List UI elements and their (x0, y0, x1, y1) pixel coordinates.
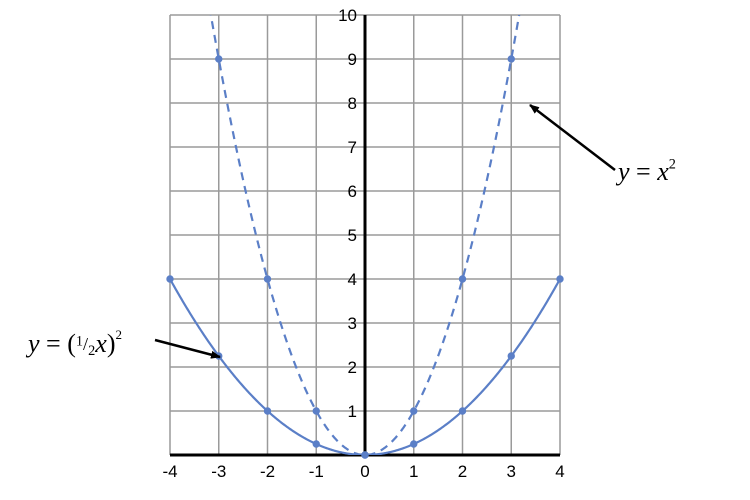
y-tick-label: 1 (348, 402, 357, 421)
series-point (508, 353, 514, 359)
series-point (264, 408, 270, 414)
y-tick-label: 10 (338, 6, 357, 25)
series-point (313, 408, 319, 414)
chart-svg: -4 -3 -2 -1 0 1 2 3 4 1 2 3 4 5 6 7 8 9 10 y = x2 y = (1/2x)… (0, 0, 750, 500)
series-point (313, 441, 319, 447)
series-point (264, 276, 270, 282)
series-point (411, 408, 417, 414)
x-tick-label: 0 (360, 462, 369, 481)
series-point (216, 56, 222, 62)
y-tick-label: 7 (348, 138, 357, 157)
annotation-label: y = x2 (615, 156, 676, 186)
parabola-chart: -4 -3 -2 -1 0 1 2 3 4 1 2 3 4 5 6 7 8 9 10 y = x2 y = (1/2x)… (0, 0, 750, 500)
x-tick-label: 4 (555, 462, 564, 481)
series-point (167, 276, 173, 282)
y-tick-label: 4 (348, 270, 357, 289)
x-tick-label: 1 (409, 462, 418, 481)
x-tick-label: -3 (211, 462, 226, 481)
series-point (557, 276, 563, 282)
series-point (411, 441, 417, 447)
y-tick-label: 6 (348, 182, 357, 201)
series-point (459, 408, 465, 414)
series-point (459, 276, 465, 282)
y-tick-label: 9 (348, 50, 357, 69)
x-tick-label: -1 (309, 462, 324, 481)
x-tick-label: 2 (458, 462, 467, 481)
y-tick-label: 3 (348, 314, 357, 333)
annotation-label: y = (1/2x)2 (25, 327, 122, 359)
y-tick-label: 2 (348, 358, 357, 377)
x-tick-label: 3 (507, 462, 516, 481)
series-point (508, 56, 514, 62)
y-tick-label: 8 (348, 94, 357, 113)
series-point (362, 452, 368, 458)
y-tick-label: 5 (348, 226, 357, 245)
x-tick-label: -2 (260, 462, 275, 481)
x-tick-label: -4 (162, 462, 177, 481)
annotation-arrow (530, 105, 615, 170)
